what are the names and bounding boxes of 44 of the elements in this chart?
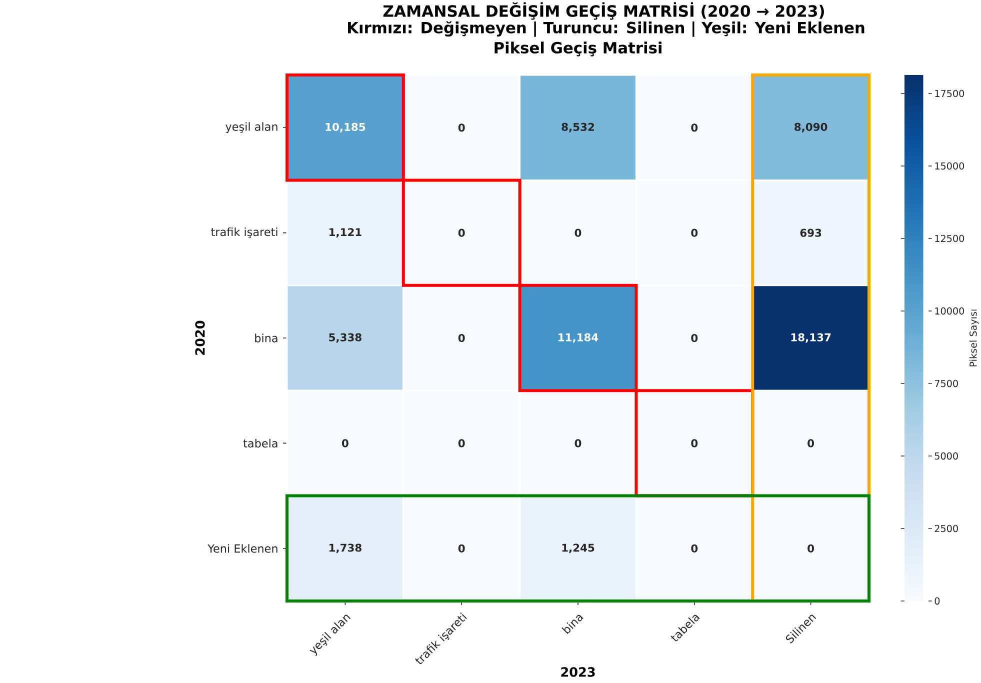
data-label: 693 xyxy=(800,228,822,237)
data-label: 0 xyxy=(342,439,348,448)
data-label: 10,185 xyxy=(326,122,366,132)
data-label: 0 xyxy=(458,334,465,342)
color-bar-label: 0 xyxy=(934,597,940,605)
data-label: 0 xyxy=(458,124,465,132)
chart-title: ZAMANSAL DEĞİŞİM GEÇİŞ MATRİSİ (2020 → 2023) xyxy=(383,2,824,20)
data-label: 8,532 xyxy=(562,122,594,132)
data-label: 0 xyxy=(691,228,698,237)
color-bar-label: 15000 xyxy=(935,162,964,170)
data-label: 8,090 xyxy=(794,122,828,132)
data-label: 0 xyxy=(691,544,698,552)
color-bar-label: 7500 xyxy=(934,380,958,388)
data-label: 0 xyxy=(574,228,582,237)
x-axis-title: 2023 xyxy=(561,667,595,677)
data-label: 0 xyxy=(458,439,465,448)
y-tick-label: Yeni Eklenen xyxy=(208,544,278,553)
data-label: 0 xyxy=(458,544,465,552)
data-label: 5,338 xyxy=(329,333,362,343)
y-tick-label: trafik işareti xyxy=(211,227,278,238)
color-bar-title: Piksel Sayısı xyxy=(969,310,979,366)
data-label: 0 xyxy=(808,544,814,552)
color-bar-label: 10000 xyxy=(935,307,964,315)
data-label: 18,137 xyxy=(791,333,831,343)
data-label: 1,245 xyxy=(562,544,594,554)
data-label: 0 xyxy=(691,124,698,132)
data-label: 0 xyxy=(691,439,698,448)
color-bar-label: 5000 xyxy=(934,452,958,460)
data-label: 1,738 xyxy=(330,544,362,554)
data-label: 11,184 xyxy=(558,333,598,343)
color-bar-label: 17500 xyxy=(935,90,964,98)
data-label: 0 xyxy=(574,439,582,448)
color-bar-label: 2500 xyxy=(934,524,958,532)
data-label: 1,121 xyxy=(330,228,362,238)
chart-subtitle: Kırmızı: Değişmeyen | Turuncu: Silinen | Yeşil: Yeni Eklenen xyxy=(348,21,864,37)
y-tick-label: bina xyxy=(255,334,278,342)
data-label: 0 xyxy=(691,334,698,342)
data-label: 0 xyxy=(458,228,465,237)
data-label: 0 xyxy=(808,439,814,448)
y-tick-label: yeşil alan xyxy=(226,122,278,134)
y-tick-label: tabela xyxy=(243,438,278,448)
y-axis-title: 2020 xyxy=(195,320,205,355)
text: Piksel Geçiş Matrisi xyxy=(494,42,662,56)
color-bar-label: 12500 xyxy=(935,234,964,242)
